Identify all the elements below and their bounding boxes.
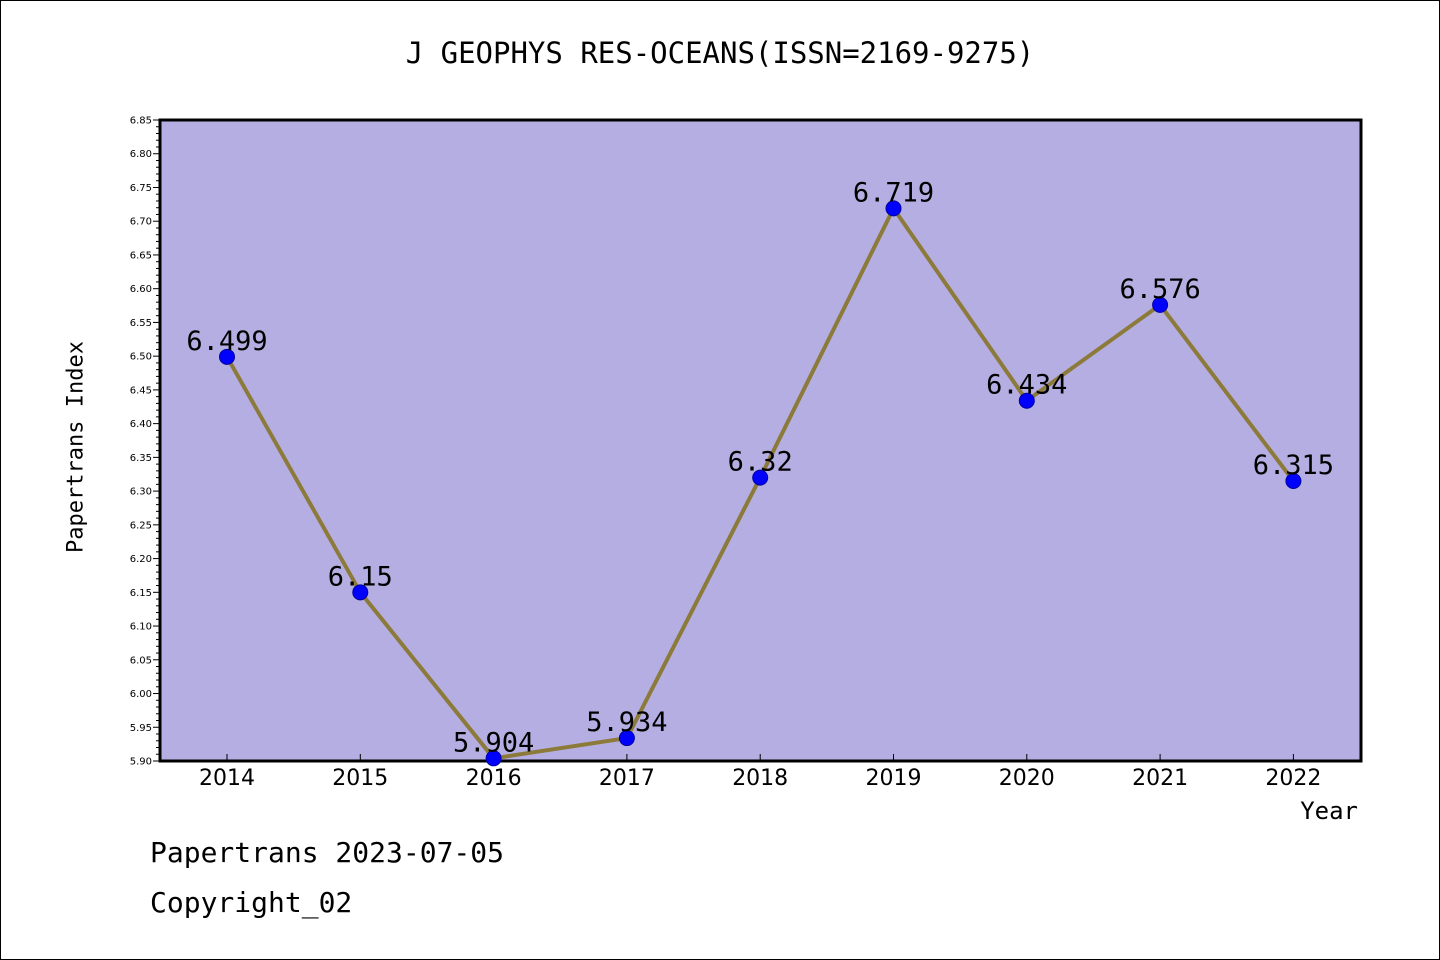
x-tick-label: 2021 — [1132, 766, 1188, 791]
y-tick-label: 6.05 — [130, 655, 152, 666]
y-tick-label: 6.85 — [130, 116, 152, 127]
x-tick-label: 2020 — [999, 766, 1055, 791]
data-labels: 6.499 6.15 5.904 5.934 6.32 6.719 6.434 6.576 6.… — [186, 177, 1334, 758]
x-tick-label: 2016 — [466, 766, 522, 791]
data-points — [219, 200, 1302, 767]
y-tick-label: 5.90 — [130, 757, 152, 768]
data-point — [752, 469, 769, 486]
chart-title: J GEOPHYS RES-OCEANS(ISSN=2169-9275) — [405, 36, 1035, 70]
y-tick-label: 6.65 — [130, 250, 152, 261]
data-point — [1285, 472, 1302, 489]
x-tick-label: 2015 — [332, 766, 388, 791]
data-point — [885, 200, 902, 217]
y-tick-label: 6.25 — [130, 520, 152, 531]
data-point — [618, 730, 635, 747]
data-label: 6.32 — [728, 447, 793, 478]
x-tick-label: 2014 — [199, 766, 255, 791]
x-axis: 2014 2015 2016 2017 2018 2019 2020 2021 2022 — [199, 754, 1321, 791]
data-label: 6.315 — [1253, 450, 1334, 481]
footer-date: Papertrans 2023-07-05 — [150, 836, 505, 869]
y-tick-label: 6.10 — [130, 622, 152, 633]
data-label: 6.719 — [853, 177, 934, 208]
footer-copyright: Copyright_02 — [150, 886, 353, 919]
x-tick-label: 2018 — [732, 766, 788, 791]
data-point — [219, 348, 235, 365]
y-tick-label: 6.80 — [130, 149, 152, 160]
x-tick-label: 2019 — [866, 766, 922, 791]
y-tick-label: 6.40 — [130, 419, 152, 430]
data-label: 6.499 — [186, 326, 267, 357]
data-point — [352, 584, 369, 601]
y-tick-label: 6.75 — [130, 183, 152, 194]
y-tick-label: 5.95 — [130, 723, 152, 734]
y-tick-label: 6.30 — [130, 487, 152, 498]
y-tick-label: 6.00 — [130, 689, 152, 700]
y-tick-label: 6.70 — [130, 217, 152, 228]
y-tick-label: 6.15 — [130, 588, 152, 599]
y-axis-title: Papertrans Index — [63, 341, 89, 553]
data-point — [1018, 392, 1035, 409]
data-label: 5.934 — [586, 707, 667, 738]
x-axis-title: Year — [1300, 797, 1358, 825]
y-tick-label: 6.50 — [130, 352, 152, 363]
data-label: 6.434 — [986, 370, 1067, 401]
y-tick-label: 6.35 — [130, 453, 152, 464]
data-point — [485, 750, 502, 767]
data-label: 6.15 — [328, 561, 393, 592]
x-tick-label: 2017 — [599, 766, 655, 791]
y-axis: 5.90 5.95 6.00 6.05 6.10 6.15 6.20 6.25 6.30 6.35… — [130, 116, 160, 768]
data-label: 5.904 — [453, 727, 534, 758]
y-tick-label: 6.55 — [130, 318, 152, 329]
y-tick-label: 6.45 — [130, 385, 152, 396]
y-tick-label: 6.60 — [130, 284, 152, 295]
plot-area — [158, 118, 1363, 763]
x-tick-label: 2022 — [1265, 766, 1321, 791]
data-point — [1152, 296, 1169, 313]
data-label: 6.576 — [1119, 274, 1200, 305]
y-tick-label: 6.20 — [130, 554, 152, 565]
